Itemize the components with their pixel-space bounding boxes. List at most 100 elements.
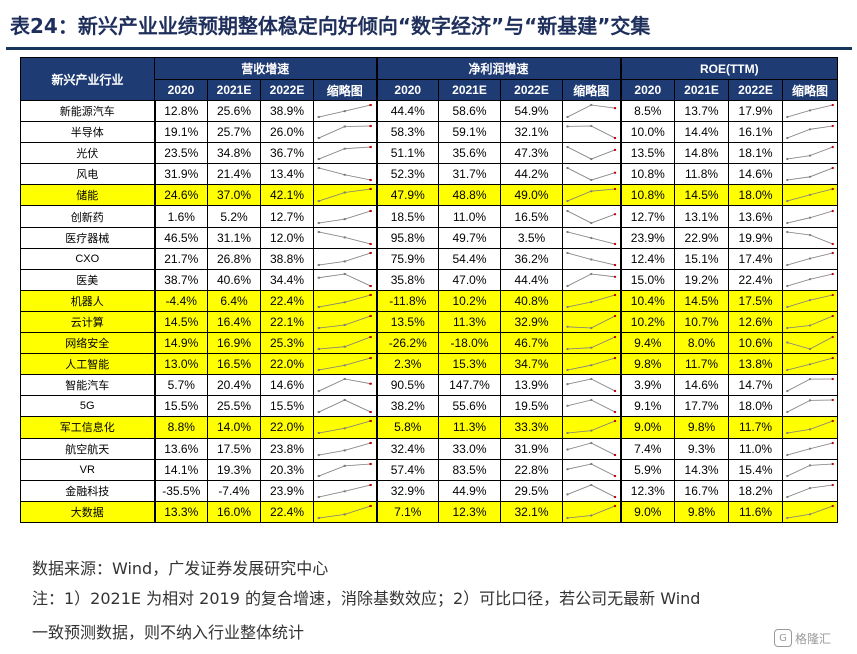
sparkline-point [317, 453, 321, 456]
np-value-cell: -11.8% [375, 289, 440, 312]
roe-value-cell: 5.9% [619, 458, 676, 481]
sparkline [786, 230, 834, 245]
roe-value-cell: 10.8% [619, 184, 676, 207]
sparkline-line [567, 104, 616, 118]
np-sparkline-cell [562, 163, 622, 186]
sparkline-point [831, 167, 834, 170]
roe-sparkline-header: 缩略图 [782, 79, 839, 101]
roe-value-cell: 18.0% [728, 184, 784, 207]
sparkline-point [831, 378, 834, 381]
np-value-cell: 7.1% [375, 500, 440, 523]
rev-value-cell: 31.1% [207, 226, 261, 249]
rev-sparkline-cell [312, 99, 378, 123]
np-value-cell: 55.6% [438, 395, 502, 418]
sparkline-point [317, 230, 321, 233]
sparkline [786, 399, 834, 414]
rev-value-cell: 14.5% [153, 310, 208, 334]
sparkline [317, 188, 372, 203]
table-row: 半导体 19.1% 25.7% 26.0% 58.3% 59.1% 32.1% 10.0% 14… [20, 121, 839, 144]
roe-sparkline-cell [782, 374, 839, 397]
sparkline-point [613, 390, 617, 393]
rev-value-cell: 13.3% [153, 500, 208, 523]
np-value-cell: 48.8% [438, 184, 502, 207]
rev-value-cell: 16.9% [207, 332, 261, 355]
rev-sparkline-cell [312, 332, 378, 355]
rev-value-cell: 23.8% [260, 437, 314, 460]
roe-value-cell: 10.7% [674, 310, 730, 334]
sparkline-point [317, 495, 321, 498]
np-sparkline-cell [562, 395, 622, 418]
sparkline-point [369, 251, 372, 254]
roe-sparkline-cell [782, 395, 839, 418]
np-value-cell: 12.3% [438, 500, 502, 523]
sparkline-point [786, 179, 789, 182]
np-value-cell: 83.5% [438, 458, 502, 481]
rev-value-cell: 26.0% [260, 121, 314, 144]
sparkline-point [590, 103, 593, 107]
np-value-cell: 40.8% [500, 289, 564, 312]
sparkline [566, 483, 617, 498]
rev-value-cell: 22.0% [260, 353, 314, 376]
sparkline-point [786, 305, 789, 308]
sparkline-point [369, 209, 372, 212]
roe-sparkline-cell [782, 163, 839, 186]
roe-value-cell: 12.7% [619, 205, 676, 228]
table-row: 医疗器械 46.5% 31.1% 12.0% 95.8% 49.7% 3.5% 23.9% 22… [20, 226, 839, 249]
rev-sparkline-cell [312, 205, 378, 228]
sparkline-line [318, 505, 371, 519]
roe-value-cell: 12.6% [728, 310, 784, 334]
rev-value-cell: 15.5% [260, 395, 314, 418]
sparkline-line [787, 231, 833, 244]
sparkline [566, 103, 617, 119]
sparkline-point [808, 324, 812, 327]
rev-value-cell: -7.4% [207, 479, 261, 502]
sparkline [317, 314, 372, 330]
sparkline [566, 167, 617, 182]
sparkline-point [786, 263, 789, 266]
np-value-cell: 44.4% [375, 99, 440, 123]
roe-value-cell: 13.1% [674, 205, 730, 228]
sparkline-point [613, 293, 617, 296]
note-line-2: 一致预测数据，则不纳入行业整体统计 [32, 623, 305, 642]
sparkline [317, 146, 372, 161]
rev-sparkline-cell [312, 184, 378, 207]
sparkline-point [613, 242, 617, 245]
sparkline-point [808, 298, 812, 302]
sparkline-point [808, 233, 812, 236]
rev-sparkline-cell [312, 500, 378, 523]
sparkline [566, 378, 617, 393]
sparkline-point [808, 428, 812, 431]
sparkline-point [317, 115, 321, 119]
np-year-2021e-header: 2021E [438, 79, 502, 101]
sparkline-point [831, 441, 834, 444]
sparkline-point [566, 251, 569, 254]
np-value-cell: 11.3% [438, 416, 502, 439]
sparkline-point [786, 221, 789, 224]
sparkline [786, 167, 834, 182]
roe-value-cell: 18.0% [728, 395, 784, 418]
np-value-cell: 31.9% [500, 437, 564, 460]
sparkline-point [590, 364, 593, 367]
sparkline-point [808, 154, 812, 157]
sparkline-point [786, 341, 789, 344]
sparkline-point [369, 441, 372, 444]
industry-name: 机器人 [20, 289, 155, 312]
sparkline-line [567, 167, 616, 181]
sparkline-point [317, 276, 321, 279]
roe-value-cell: 14.5% [674, 289, 730, 312]
sparkline-point [831, 209, 834, 212]
sparkline [317, 357, 372, 372]
sparkline-line [567, 442, 616, 455]
np-value-cell: -26.2% [375, 332, 440, 355]
np-sparkline-cell [562, 332, 622, 355]
sparkline-point [566, 209, 569, 212]
roe-value-cell: 10.4% [619, 289, 676, 312]
rev-value-cell: 17.5% [207, 437, 261, 460]
sparkline-point [831, 462, 834, 465]
sparkline-point [786, 137, 789, 140]
roe-value-cell: 3.9% [619, 374, 676, 397]
rev-value-cell: 40.6% [207, 268, 261, 291]
sparkline-point [590, 258, 593, 261]
sparkline-point [590, 158, 593, 161]
sparkline-point [786, 495, 789, 498]
